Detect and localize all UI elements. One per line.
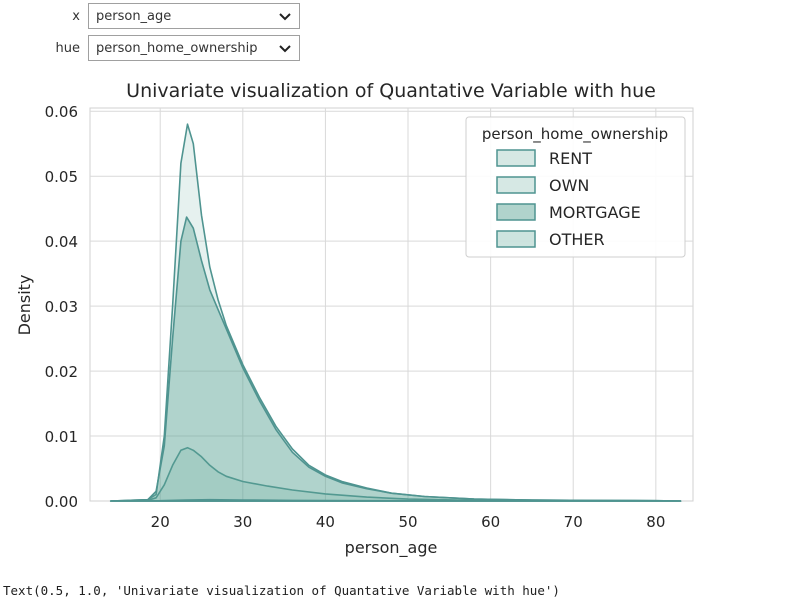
chart-title: Univariate visualization of Quantative V…: [126, 80, 656, 102]
legend: person_home_ownership RENT OWN MORTGAGE OTH…: [465, 116, 686, 258]
legend-swatch: [496, 203, 536, 221]
y-tick-label: 0.05: [45, 168, 78, 186]
chevron-down-icon: [279, 13, 291, 21]
kde-chart: Univariate visualization of Quantative V…: [15, 80, 694, 558]
x-tick-label: 20: [151, 513, 170, 531]
x-dropdown[interactable]: person_age: [88, 3, 300, 29]
cell-output-text: Text(0.5, 1.0, 'Univariate visualization…: [3, 583, 560, 598]
hue-dropdown-label: hue: [55, 40, 80, 56]
x-tick-label: 50: [398, 513, 417, 531]
x-tick-label: 40: [316, 513, 335, 531]
density-areas: [109, 123, 682, 502]
x-dropdown-value: person_age: [96, 8, 172, 24]
x-dropdown-label: x: [72, 8, 80, 24]
density-area-other: [109, 498, 682, 502]
legend-label: MORTGAGE: [549, 203, 641, 222]
density-area-mortgage: [109, 216, 682, 502]
legend-swatch: [496, 176, 536, 194]
y-tick-label: 0.06: [45, 103, 78, 121]
x-tick-label: 80: [646, 513, 665, 531]
tick-labels: 20 30 40 50 60 70 80 0.00 0.01 0.02 0.03 0.04 0.05 0.…: [45, 103, 666, 531]
x-tick-label: 70: [564, 513, 583, 531]
y-tick-label: 0.03: [45, 298, 78, 316]
hue-dropdown-value: person_home_ownership: [96, 40, 258, 56]
legend-label: OWN: [549, 176, 589, 195]
y-axis-label: Density: [15, 275, 34, 336]
y-tick-label: 0.00: [45, 493, 78, 511]
x-dropdown-row: x person_age: [0, 3, 300, 29]
legend-label: RENT: [549, 149, 592, 168]
chevron-down-icon: [279, 45, 291, 53]
hue-dropdown-row: hue person_home_ownership: [0, 35, 300, 61]
legend-swatch: [496, 230, 536, 248]
hue-dropdown[interactable]: person_home_ownership: [88, 35, 300, 61]
x-tick-label: 60: [481, 513, 500, 531]
y-tick-label: 0.04: [45, 233, 78, 251]
legend-frame: [465, 116, 686, 258]
legend-title: person_home_ownership: [482, 125, 668, 144]
x-tick-label: 30: [233, 513, 252, 531]
legend-swatch: [496, 149, 536, 167]
y-tick-label: 0.02: [45, 363, 78, 381]
legend-label: OTHER: [549, 230, 605, 249]
x-axis-label: person_age: [345, 538, 438, 558]
y-tick-label: 0.01: [45, 428, 78, 446]
